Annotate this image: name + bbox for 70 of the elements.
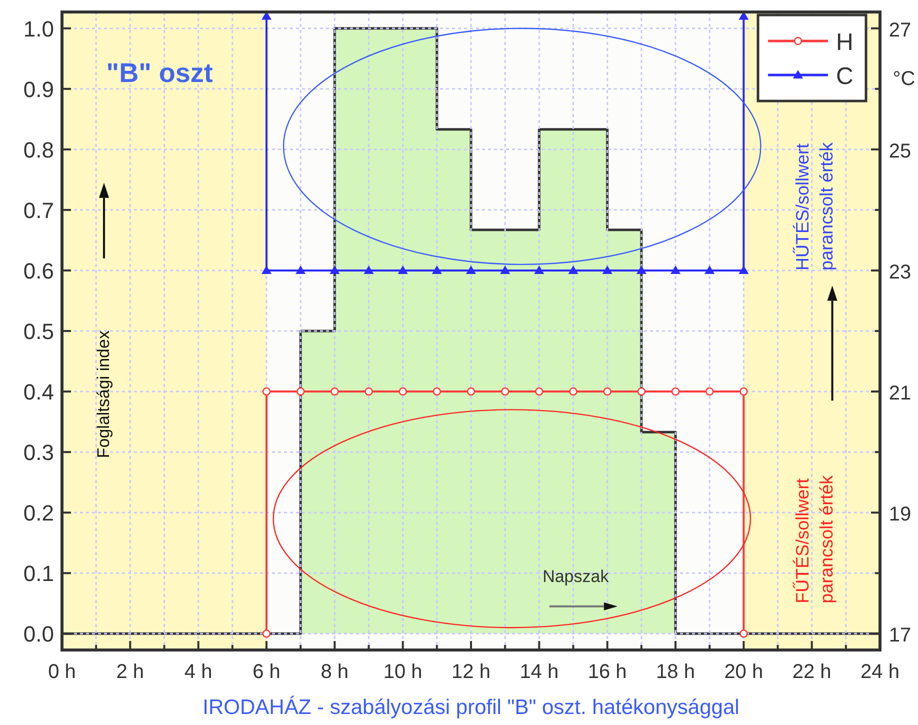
y-tick-label: 1.0 — [23, 16, 54, 42]
point — [704, 265, 715, 274]
x-tick-label: 8 h — [320, 661, 349, 683]
y2-axis-title: °C — [892, 68, 916, 90]
annotation: FŰTÉS/sollwert parancsolt érték — [792, 474, 836, 604]
y2-tick-label: 25 — [888, 140, 912, 162]
point — [740, 387, 748, 396]
y-tick-label: 0.7 — [23, 198, 54, 223]
point — [636, 265, 646, 274]
point — [534, 265, 544, 274]
point — [364, 387, 373, 396]
point — [535, 387, 544, 396]
point — [398, 387, 407, 396]
point — [330, 265, 340, 274]
legend-label: H — [836, 29, 854, 56]
point — [500, 265, 510, 274]
y-tick-label: 0.6 — [23, 258, 54, 284]
y-tick-label: 0.1 — [23, 561, 54, 586]
point — [466, 387, 476, 396]
annotation: HŰTÉS/sollwert parancsolt érték — [792, 141, 836, 270]
point — [432, 265, 442, 274]
point — [671, 387, 680, 396]
y-tick-label: 0.5 — [23, 319, 54, 344]
point — [637, 387, 646, 396]
y2-tick-label: 21 — [888, 382, 912, 405]
point — [670, 265, 680, 274]
x-tick-label: 14 h — [520, 661, 559, 683]
y-tick-label: 0.8 — [23, 137, 54, 162]
point — [296, 387, 305, 396]
point — [466, 265, 476, 274]
y-tick-label: 0.9 — [23, 76, 54, 102]
point — [603, 387, 612, 396]
point — [262, 630, 271, 638]
legend-label: C — [836, 63, 854, 90]
x-tick-label: 2 h — [116, 661, 144, 683]
x-tick-label: 20 h — [724, 661, 764, 683]
y2-tick-label: 23 — [888, 261, 912, 284]
x-tick-label: 16 h — [588, 661, 627, 683]
y-tick-label: 0.2 — [23, 500, 54, 526]
annotation: Napszak — [542, 567, 610, 586]
point — [330, 387, 339, 396]
y2-tick-label: 19 — [888, 504, 912, 526]
x-tick-label: 18 h — [656, 661, 695, 683]
point — [398, 265, 408, 274]
x-tick-label: 4 h — [184, 661, 212, 683]
y-tick-label: 0.4 — [23, 380, 54, 405]
x-tick-label: 6 h — [252, 661, 280, 683]
point — [602, 265, 612, 274]
y-tick-label: 0.0 — [23, 622, 54, 647]
point — [262, 387, 271, 396]
x-tick-label: 12 h — [452, 661, 490, 683]
annotation: "B" oszt — [106, 58, 213, 88]
point — [432, 387, 442, 396]
point — [568, 265, 578, 274]
x-tick-label: 0 h — [48, 661, 76, 683]
point — [569, 387, 578, 396]
y-tick-label: 0.3 — [23, 440, 54, 466]
x-tick-label: 10 h — [383, 661, 422, 683]
point — [738, 265, 749, 274]
point — [705, 387, 714, 396]
x-axis-title: IRODAHÁZ - szabályozási profil "B" oszt. hatékonysággal — [202, 695, 740, 719]
x-tick-label: 22 h — [792, 661, 832, 683]
y2-tick-label: 27 — [888, 19, 912, 42]
point — [740, 630, 748, 638]
y-axis-title: Foglaltsági index — [94, 330, 113, 458]
point — [500, 387, 510, 396]
y2-tick-label: 17 — [888, 624, 912, 647]
x-tick-label: 24 h — [860, 661, 900, 683]
point — [364, 265, 374, 274]
point — [296, 265, 306, 274]
